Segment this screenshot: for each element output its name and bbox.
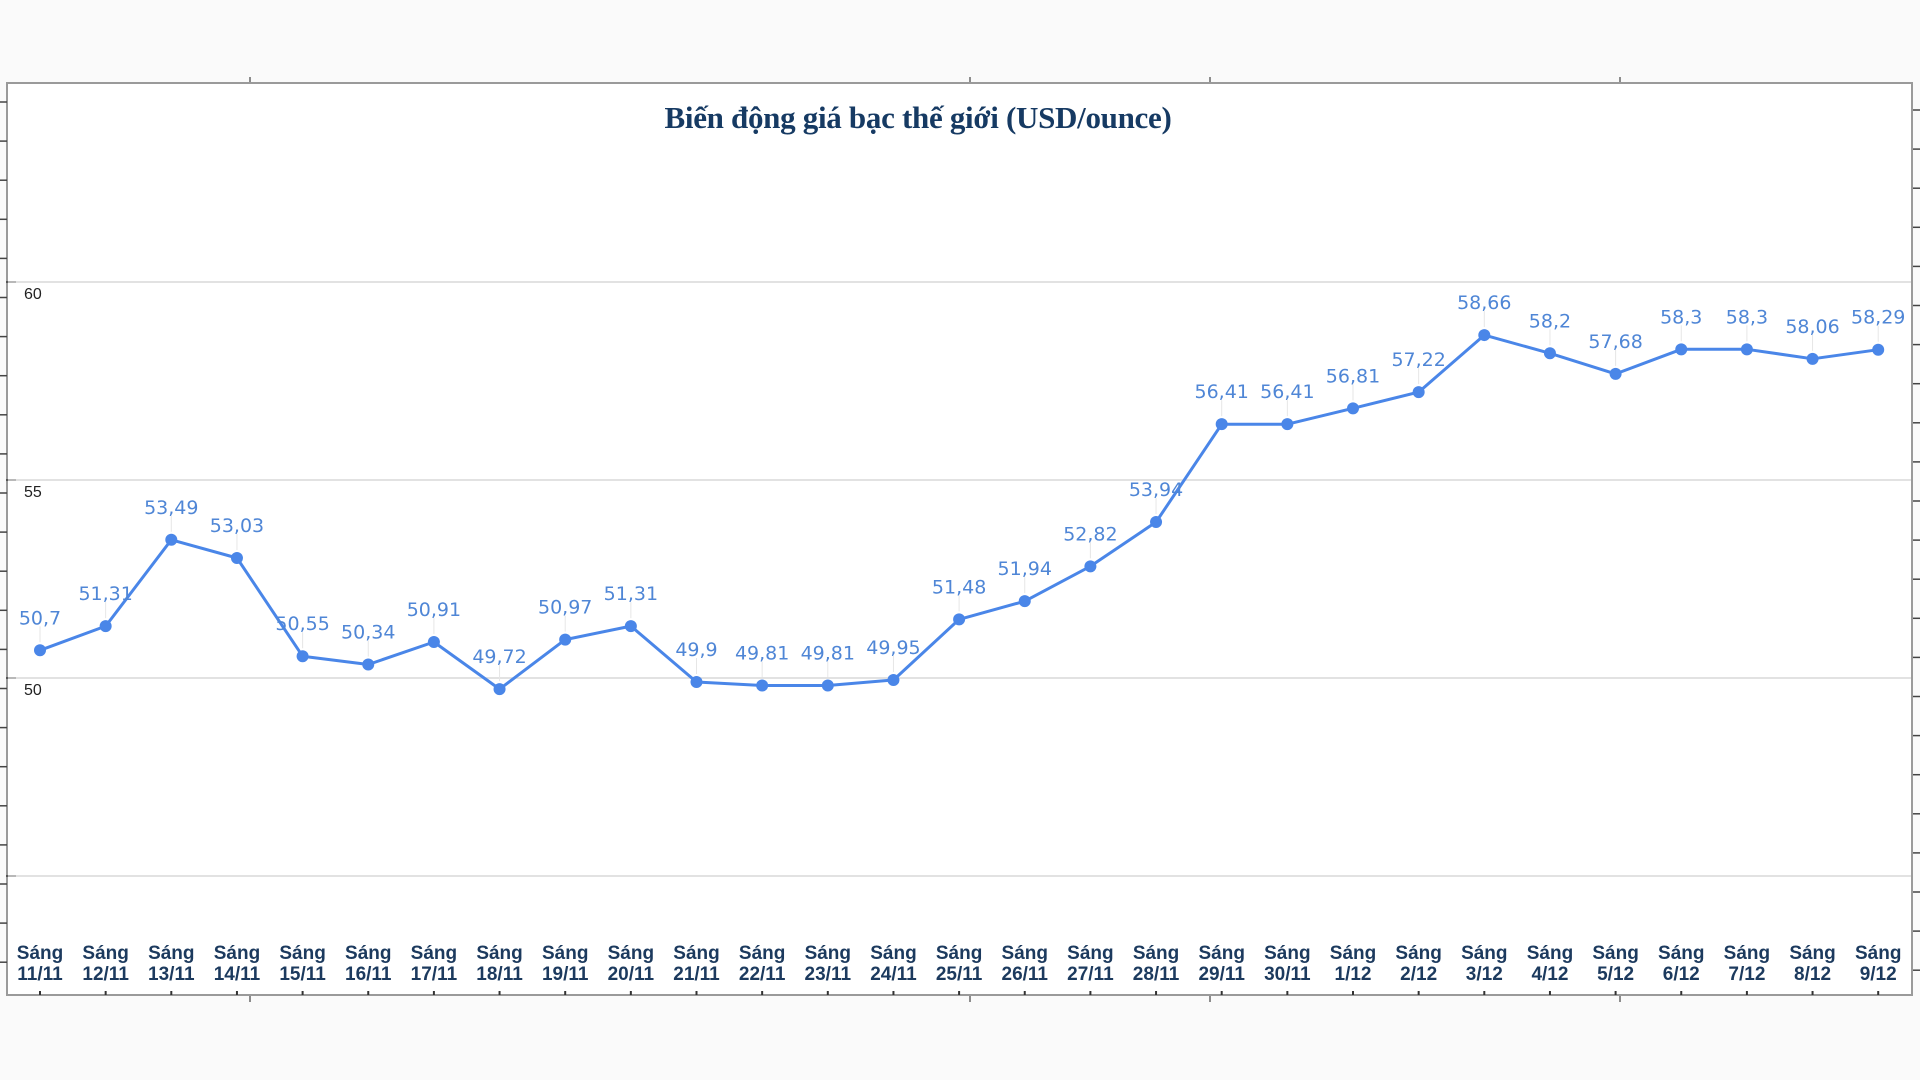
data-label: 56,41 xyxy=(1260,381,1314,403)
data-labels: 50,7 51,31 53,49 53,03 50,55 50,34 50,91 49,72 5… xyxy=(19,292,1906,668)
data-point-marker xyxy=(230,552,243,565)
data-point-marker xyxy=(821,679,834,692)
data-label: 58,66 xyxy=(1457,292,1511,314)
x-axis-label: Sáng 20/11 xyxy=(608,943,655,985)
x-axis-label: Sáng 30/11 xyxy=(1264,943,1311,985)
data-point-marker xyxy=(1806,352,1819,365)
data-label: 58,3 xyxy=(1726,306,1768,328)
y-gridlines xyxy=(8,281,1911,877)
y-tick-label: 60 xyxy=(24,286,42,303)
chart-title: Biến động giá bạc thế giới (USD/ounce) xyxy=(664,100,1172,135)
x-axis-label: Sáng 4/12 xyxy=(1527,943,1573,985)
data-series-line xyxy=(34,311,1885,696)
data-point-marker xyxy=(34,644,46,657)
data-label: 51,94 xyxy=(998,558,1052,580)
data-label: 57,68 xyxy=(1588,331,1642,353)
x-axis-label: Sáng 9/12 xyxy=(1855,943,1901,985)
x-axis-label: Sáng 22/11 xyxy=(739,943,786,985)
x-axis-label: Sáng 8/12 xyxy=(1789,943,1835,985)
y-axis-tick-labels: 50 55 60 xyxy=(24,286,42,699)
x-axis-label: Sáng 12/11 xyxy=(82,943,129,985)
data-point-marker xyxy=(1478,329,1491,342)
x-axis-label: Sáng 13/11 xyxy=(148,943,195,985)
data-label: 53,94 xyxy=(1129,479,1183,501)
data-point-marker xyxy=(1281,418,1294,431)
data-point-marker xyxy=(427,635,440,648)
data-label: 51,31 xyxy=(604,583,658,605)
data-label: 49,95 xyxy=(866,637,920,659)
data-label: 58,06 xyxy=(1785,316,1839,338)
x-axis-label: Sáng 28/11 xyxy=(1133,943,1180,985)
y-tick-label: 50 xyxy=(24,682,42,699)
chart-frame xyxy=(6,82,1913,996)
data-label: 52,82 xyxy=(1063,523,1117,545)
data-label: 49,81 xyxy=(801,643,855,665)
data-point-marker xyxy=(362,658,375,671)
x-axis-label: Sáng 24/11 xyxy=(870,943,917,985)
data-label: 49,81 xyxy=(735,643,789,665)
data-point-marker xyxy=(165,533,178,546)
x-axis-label: Sáng 27/11 xyxy=(1067,943,1114,985)
data-label: 50,7 xyxy=(19,607,61,629)
data-point-marker xyxy=(559,633,572,646)
data-point-marker xyxy=(1675,343,1688,356)
data-point-marker xyxy=(1215,418,1228,431)
x-axis-label: Sáng 16/11 xyxy=(345,943,392,985)
data-point-marker xyxy=(690,675,703,688)
data-point-marker xyxy=(1150,515,1163,528)
data-point-marker xyxy=(1543,347,1556,360)
x-axis-labels: Sáng 11/11 Sáng 12/11 Sáng 13/11 Sáng 14/11 Sáng… xyxy=(17,943,1901,995)
data-point-marker xyxy=(1609,367,1622,380)
ruler-ticks xyxy=(0,77,1920,1002)
x-axis-label: Sáng 5/12 xyxy=(1592,943,1638,985)
data-label: 56,41 xyxy=(1194,381,1248,403)
data-point-marker xyxy=(99,620,112,633)
data-label: 50,55 xyxy=(275,613,329,635)
x-axis-label: Sáng 7/12 xyxy=(1724,943,1770,985)
data-label: 53,49 xyxy=(144,497,198,519)
data-point-marker xyxy=(1412,386,1425,399)
data-label: 50,97 xyxy=(538,597,592,619)
data-label: 56,81 xyxy=(1326,365,1380,387)
x-axis-label: Sáng 1/12 xyxy=(1330,943,1376,985)
x-axis-label: Sáng 14/11 xyxy=(214,943,261,985)
data-label: 51,48 xyxy=(932,576,986,598)
data-label: 49,9 xyxy=(675,639,717,661)
data-label: 51,31 xyxy=(78,583,132,605)
x-axis-label: Sáng 15/11 xyxy=(279,943,326,985)
data-label: 57,22 xyxy=(1391,349,1445,371)
data-label: 53,03 xyxy=(210,515,264,537)
data-label: 58,3 xyxy=(1660,306,1702,328)
x-axis-label: Sáng 26/11 xyxy=(1002,943,1049,985)
x-axis-label: Sáng 19/11 xyxy=(542,943,589,985)
x-axis-label: Sáng 18/11 xyxy=(476,943,523,985)
data-point-marker xyxy=(1740,343,1753,356)
data-label: 49,72 xyxy=(472,646,526,668)
x-axis-label: Sáng 2/12 xyxy=(1395,943,1441,985)
x-axis-label: Sáng 23/11 xyxy=(805,943,852,985)
data-point-marker xyxy=(1872,343,1885,356)
data-label: 50,91 xyxy=(407,599,461,621)
x-axis-label: Sáng 29/11 xyxy=(1198,943,1245,985)
x-axis-label: Sáng 25/11 xyxy=(936,943,983,985)
data-point-marker xyxy=(1347,402,1359,415)
data-point-marker xyxy=(953,613,966,626)
x-axis-label: Sáng 17/11 xyxy=(411,943,458,985)
data-point-marker xyxy=(1018,595,1031,608)
x-axis-label: Sáng 6/12 xyxy=(1658,943,1704,985)
data-point-marker xyxy=(756,679,769,692)
data-label: 58,29 xyxy=(1851,307,1905,329)
data-label: 50,34 xyxy=(341,622,395,644)
data-label: 58,2 xyxy=(1529,310,1571,332)
data-point-marker xyxy=(296,650,309,663)
data-point-marker xyxy=(624,620,637,633)
x-axis-label: Sáng 21/11 xyxy=(673,943,720,985)
data-point-marker xyxy=(1084,560,1097,573)
data-point-marker xyxy=(493,683,506,696)
x-axis-label: Sáng 3/12 xyxy=(1461,943,1507,985)
data-point-marker xyxy=(887,673,900,686)
y-tick-label: 55 xyxy=(24,484,42,501)
x-axis-label: Sáng 11/11 xyxy=(17,943,63,985)
